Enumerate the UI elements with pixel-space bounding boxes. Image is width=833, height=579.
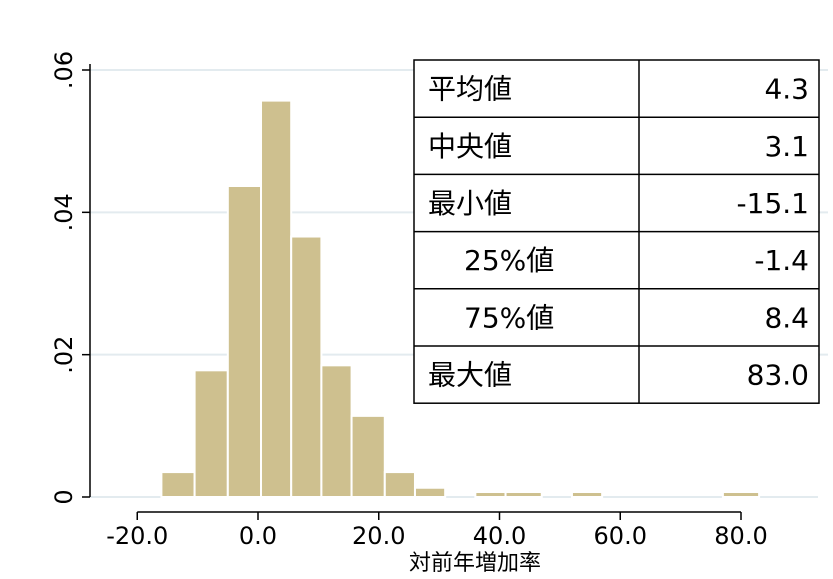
x-tick-label: 0.0: [239, 522, 277, 550]
histogram-bar: [504, 491, 543, 499]
histogram-bar: [260, 99, 293, 499]
histogram-bar: [350, 414, 386, 498]
stats-value: -1.4: [754, 244, 809, 277]
stats-table: 平均値 4.3 中央値 3.1 最小値 -15.1 25%値 -1.4 75%値 8.4 最大値 83…: [413, 59, 820, 404]
stats-label: 最大値: [428, 359, 512, 392]
stats-value: 83.0: [747, 359, 809, 392]
histogram-bar: [383, 471, 416, 499]
histogram-bar: [226, 185, 263, 498]
x-tick-label: 20.0: [352, 522, 405, 550]
tick-labels: 0 .02 .04 .06 -20.0 0.0 20.0 40.0 60.0 80.0: [50, 51, 768, 550]
bars: [160, 99, 761, 499]
axes: [82, 64, 742, 520]
stats-label: 最小値: [428, 187, 512, 220]
y-tick-label: .04: [50, 193, 78, 231]
stats-value: -15.1: [737, 187, 809, 220]
y-tick-label: .06: [50, 51, 78, 89]
stats-label: 25%値: [464, 244, 554, 277]
histogram-bar: [320, 364, 353, 499]
histogram-bar: [721, 491, 761, 499]
stats-label: 75%値: [464, 301, 554, 334]
histogram-bar: [413, 486, 447, 498]
histogram-bar: [290, 235, 323, 498]
histogram-bar: [570, 491, 604, 499]
x-tick-label: 40.0: [473, 522, 526, 550]
y-tick-label: .02: [50, 336, 78, 374]
histogram-bar: [160, 471, 196, 499]
histogram-bar: [193, 369, 229, 498]
histogram-bar: [474, 491, 507, 499]
x-tick-label: -20.0: [106, 522, 168, 550]
x-tick-label: 60.0: [594, 522, 647, 550]
x-tick-label: 80.0: [714, 522, 767, 550]
x-axis-title: 対前年増加率: [409, 551, 541, 576]
stats-value: 8.4: [764, 301, 809, 334]
stats-label: 平均値: [428, 73, 512, 106]
stats-value: 3.1: [764, 130, 809, 163]
stats-label: 中央値: [428, 130, 512, 163]
stats-value: 4.3: [764, 73, 809, 106]
y-tick-label: 0: [50, 489, 78, 504]
